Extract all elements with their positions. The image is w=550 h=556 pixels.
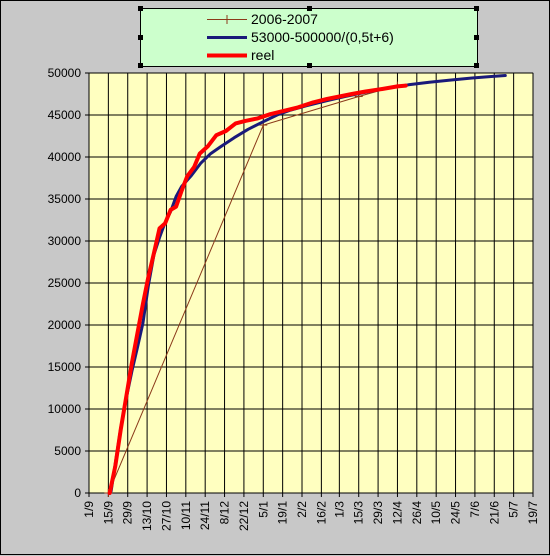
x-tick-label: 15/9 — [101, 501, 115, 525]
x-tick-label: 2/2 — [295, 501, 309, 518]
series-line-reel — [107, 83, 408, 495]
x-tick-label: 15/3 — [352, 501, 366, 525]
x-tick-label: 19/7 — [526, 501, 540, 525]
x-tick-label: 12/4 — [390, 501, 404, 525]
legend-label-2006-2007: 2006-2007 — [251, 11, 318, 27]
legend-resize-handle-n[interactable] — [307, 6, 312, 11]
legend-item-2006-2007: 2006-2007 — [141, 11, 477, 28]
legend-resize-handle-ne[interactable] — [474, 6, 479, 11]
legend-resize-handle-e[interactable] — [474, 35, 479, 40]
x-tick-label: 24/11 — [198, 501, 212, 530]
y-tick-label: 40000 — [48, 150, 82, 164]
y-tick-label: 5000 — [54, 444, 81, 458]
y-tick-label: 45000 — [48, 108, 82, 122]
x-tick-label: 16/2 — [314, 501, 328, 525]
legend-swatch-reel — [207, 53, 247, 58]
x-tick-label: 8/12 — [218, 501, 232, 525]
legend-resize-handle-sw[interactable] — [138, 63, 143, 68]
x-tick-label: 5/1 — [256, 501, 270, 518]
y-tick-label: 25000 — [48, 276, 82, 290]
y-tick-label: 30000 — [48, 234, 82, 248]
x-tick-label: 5/7 — [507, 501, 521, 518]
y-tick-label: 15000 — [48, 360, 82, 374]
legend-swatch-2006-2007 — [207, 15, 247, 24]
x-tick-label: 29/3 — [371, 501, 385, 525]
x-tick-label: 13/10 — [140, 501, 154, 531]
legend-swatch-model — [207, 36, 247, 39]
legend-label-reel: reel — [251, 47, 275, 63]
legend[interactable]: 2006-2007 53000-500000/(0,5t+6) reel — [138, 6, 479, 68]
y-tick-label: 10000 — [48, 402, 82, 416]
legend-resize-handle-w[interactable] — [138, 35, 143, 40]
x-tick-label: 7/6 — [468, 501, 482, 518]
y-tick-label: 0 — [74, 486, 81, 500]
legend-item-reel: reel — [141, 47, 477, 64]
x-tick-label: 19/1 — [276, 501, 290, 525]
legend-item-model: 53000-500000/(0,5t+6) — [141, 29, 477, 46]
x-tick-label: 22/12 — [237, 501, 251, 531]
legend-resize-handle-se[interactable] — [474, 63, 479, 68]
legend-resize-handle-s[interactable] — [307, 63, 312, 68]
x-tick-label: 26/4 — [410, 501, 424, 525]
x-tick-label: 10/5 — [429, 501, 443, 525]
y-tick-label: 20000 — [48, 318, 82, 332]
y-tick-label: 50000 — [48, 66, 82, 80]
x-tick-label: 1/3 — [332, 501, 346, 518]
legend-label-model: 53000-500000/(0,5t+6) — [251, 29, 394, 45]
x-tick-label: 1/9 — [82, 501, 96, 518]
x-tick-label: 10/11 — [179, 501, 193, 530]
y-tick-label: 35000 — [48, 192, 82, 206]
x-tick-label: 29/9 — [121, 501, 135, 525]
x-tick-label: 21/6 — [487, 501, 501, 525]
x-tick-label: 27/10 — [159, 501, 173, 531]
x-tick-label: 24/5 — [449, 501, 463, 525]
legend-resize-handle-nw[interactable] — [138, 6, 143, 11]
